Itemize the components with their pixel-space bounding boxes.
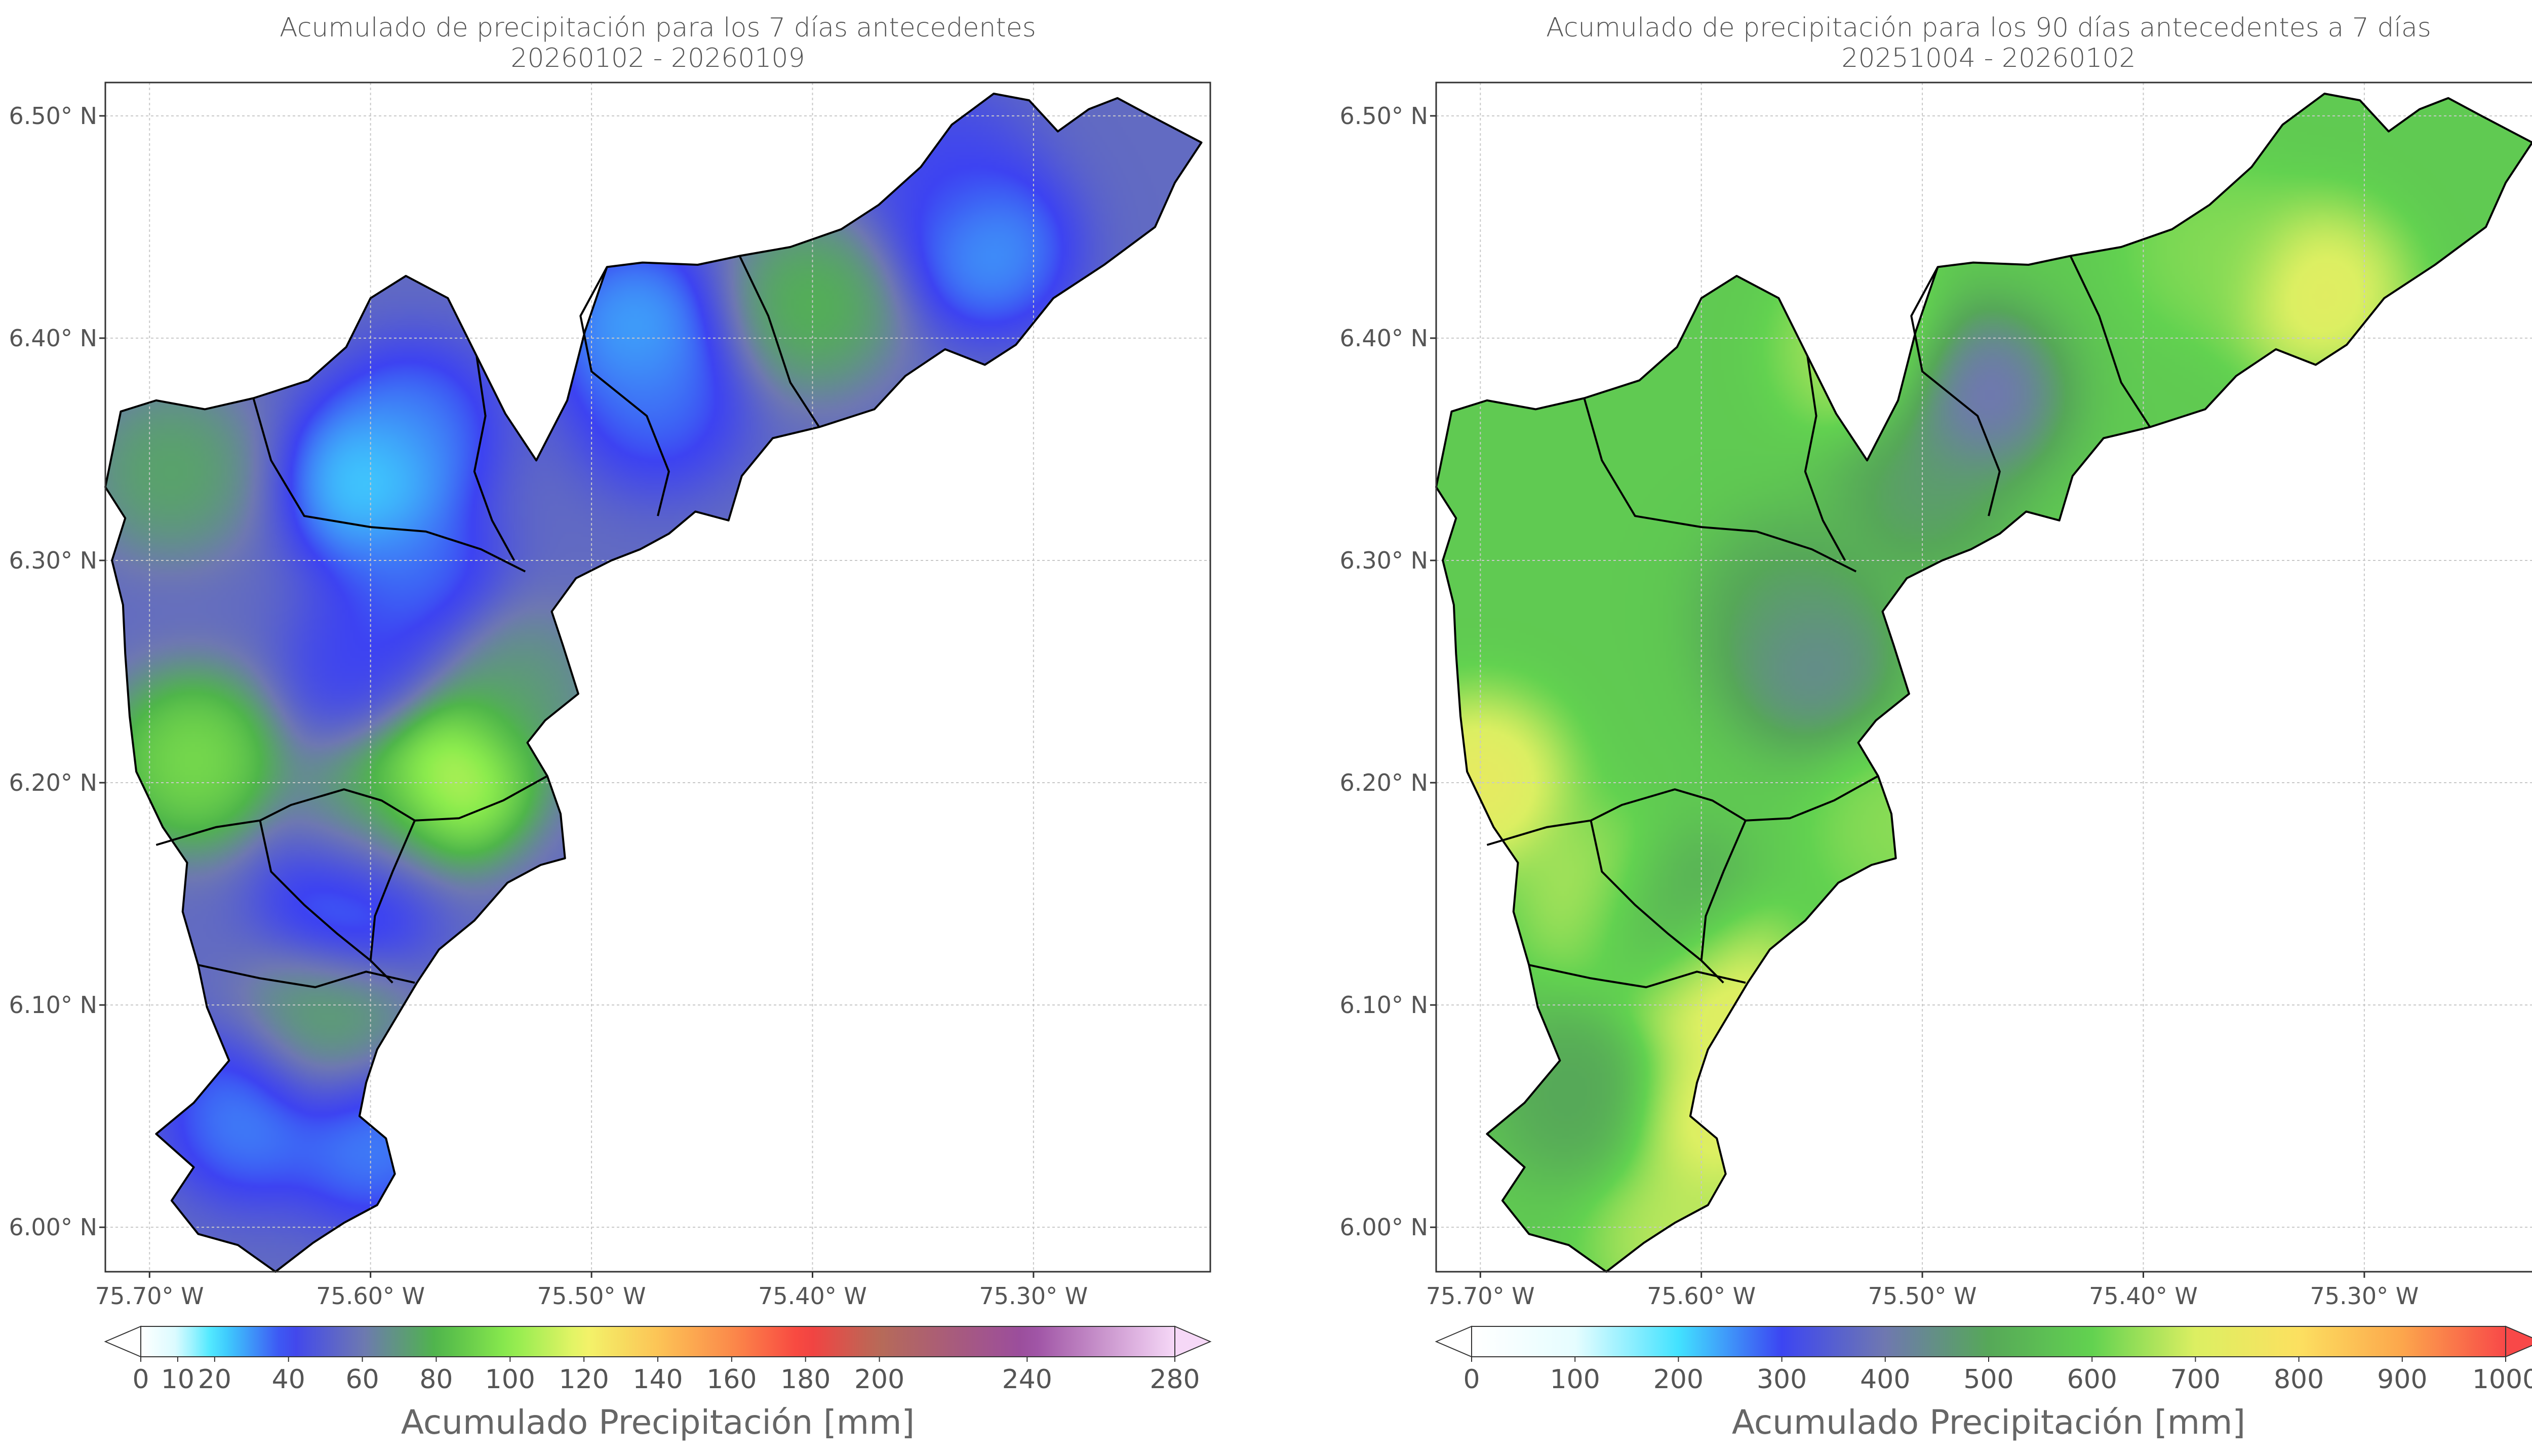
colorbar-tick-label: 20 bbox=[198, 1364, 231, 1395]
colorbar-tick-label: 80 bbox=[419, 1364, 453, 1395]
colorbar-extend-max bbox=[2505, 1325, 2532, 1358]
municipal-border bbox=[252, 397, 526, 573]
municipal-border bbox=[1700, 820, 1747, 961]
colorbar-tick-label: 240 bbox=[1002, 1364, 1052, 1395]
colorbar-tick-label: 800 bbox=[2274, 1364, 2324, 1395]
colorbar-extend-max bbox=[1174, 1325, 1212, 1358]
colorbar-gradient bbox=[140, 1326, 1175, 1357]
colorbar-label: Acumulado Precipitación [mm] bbox=[401, 1403, 915, 1442]
chart-title: Acumulado de precipitación para los 7 dí… bbox=[280, 13, 1036, 43]
y-tick-label: 6.40° N bbox=[1340, 325, 1428, 352]
chart-title: Acumulado de precipitación para los 90 d… bbox=[1546, 13, 2431, 43]
colorbar-tick-label: 120 bbox=[559, 1364, 609, 1395]
municipal-border bbox=[2069, 255, 2151, 428]
x-tick-label: 75.40° W bbox=[2089, 1282, 2198, 1310]
y-tick-label: 6.10° N bbox=[9, 991, 97, 1019]
colorbar-tick-label: 500 bbox=[1963, 1364, 2013, 1395]
municipal-border bbox=[197, 964, 415, 988]
colorbar: 0 100 200 300 400 500 600 700 800 900 1000 Acumulad… bbox=[1435, 1325, 2532, 1442]
colorbar-extend-min bbox=[104, 1325, 141, 1358]
colorbar-tick-label: 1000 bbox=[2472, 1364, 2532, 1395]
colorbar-tick-label: 700 bbox=[2170, 1364, 2221, 1395]
colorbar-tick-label: 10 bbox=[161, 1364, 194, 1395]
colorbar-tick-label: 900 bbox=[2377, 1364, 2427, 1395]
colorbar-tick-label: 600 bbox=[2067, 1364, 2117, 1395]
municipal-border bbox=[473, 355, 516, 561]
x-tick-label: 75.70° W bbox=[1426, 1282, 1535, 1310]
axes-frame bbox=[104, 82, 1211, 1273]
colorbar-tick-label: 100 bbox=[485, 1364, 535, 1395]
axes-frame bbox=[1435, 82, 2532, 1273]
colorbar-tick-label: 40 bbox=[272, 1364, 305, 1395]
y-tick-label: 6.50° N bbox=[1340, 102, 1428, 130]
municipal-border bbox=[259, 820, 393, 984]
x-tick-label: 75.50° W bbox=[1868, 1282, 1977, 1310]
colorbar-tick-label: 60 bbox=[345, 1364, 379, 1395]
colorbar-tick-label: 400 bbox=[1860, 1364, 1910, 1395]
y-tick-label: 6.30° N bbox=[9, 547, 97, 574]
colorbar-tick-label: 280 bbox=[1150, 1364, 1200, 1395]
colorbar-tick-label: 180 bbox=[780, 1364, 830, 1395]
municipal-border bbox=[1910, 266, 2001, 516]
colorbar-tick-label: 0 bbox=[1463, 1364, 1480, 1395]
colorbar-label: Acumulado Precipitación [mm] bbox=[1732, 1403, 2245, 1442]
colorbar: 0 10 20 40 60 80 100 120 140 160 180 200 240 280 Acumu… bbox=[104, 1325, 1212, 1442]
chart-subtitle: 20251004 - 20260102 bbox=[1841, 43, 2135, 73]
x-tick-label: 75.60° W bbox=[316, 1282, 425, 1310]
y-tick-label: 6.00° N bbox=[9, 1214, 97, 1241]
y-tick-label: 6.10° N bbox=[1340, 991, 1428, 1019]
y-tick-label: 6.50° N bbox=[9, 102, 97, 130]
colorbar-tick-label: 0 bbox=[132, 1364, 149, 1395]
municipal-border bbox=[1528, 964, 1746, 988]
municipal-border bbox=[1583, 397, 1857, 573]
municipal-border bbox=[1590, 820, 1724, 984]
colorbar-tick-label: 200 bbox=[1653, 1364, 1704, 1395]
colorbar-tick-label: 300 bbox=[1757, 1364, 1807, 1395]
chart-panel-1: Acumulado de precipitación para los 7 dí… bbox=[9, 13, 1212, 1442]
chart-panel-2: Acumulado de precipitación para los 90 d… bbox=[1340, 13, 2532, 1442]
colorbar-extend-min bbox=[1435, 1325, 1472, 1358]
x-tick-label: 75.30° W bbox=[979, 1282, 1088, 1310]
y-tick-label: 6.20° N bbox=[9, 769, 97, 796]
y-tick-label: 6.30° N bbox=[1340, 547, 1428, 574]
y-tick-label: 6.40° N bbox=[9, 325, 97, 352]
colorbar-tick-label: 200 bbox=[854, 1364, 904, 1395]
x-tick-label: 75.30° W bbox=[2310, 1282, 2419, 1310]
x-tick-label: 75.70° W bbox=[95, 1282, 204, 1310]
municipal-border bbox=[579, 266, 670, 516]
municipal-border bbox=[369, 820, 416, 961]
municipal-border bbox=[1804, 355, 1846, 561]
municipal-border bbox=[1486, 775, 1879, 846]
y-tick-label: 6.20° N bbox=[1340, 769, 1428, 796]
colorbar-tick-label: 140 bbox=[632, 1364, 683, 1395]
municipal-border bbox=[738, 255, 820, 428]
colorbar-gradient bbox=[1471, 1326, 2506, 1357]
colorbar-tick-label: 160 bbox=[706, 1364, 757, 1395]
y-tick-label: 6.00° N bbox=[1340, 1214, 1428, 1241]
x-tick-label: 75.60° W bbox=[1647, 1282, 1756, 1310]
x-tick-label: 75.40° W bbox=[758, 1282, 867, 1310]
colorbar-tick-label: 100 bbox=[1550, 1364, 1600, 1395]
chart-subtitle: 20260102 - 20260109 bbox=[510, 43, 805, 73]
x-tick-label: 75.50° W bbox=[537, 1282, 646, 1310]
municipal-border bbox=[155, 775, 548, 846]
